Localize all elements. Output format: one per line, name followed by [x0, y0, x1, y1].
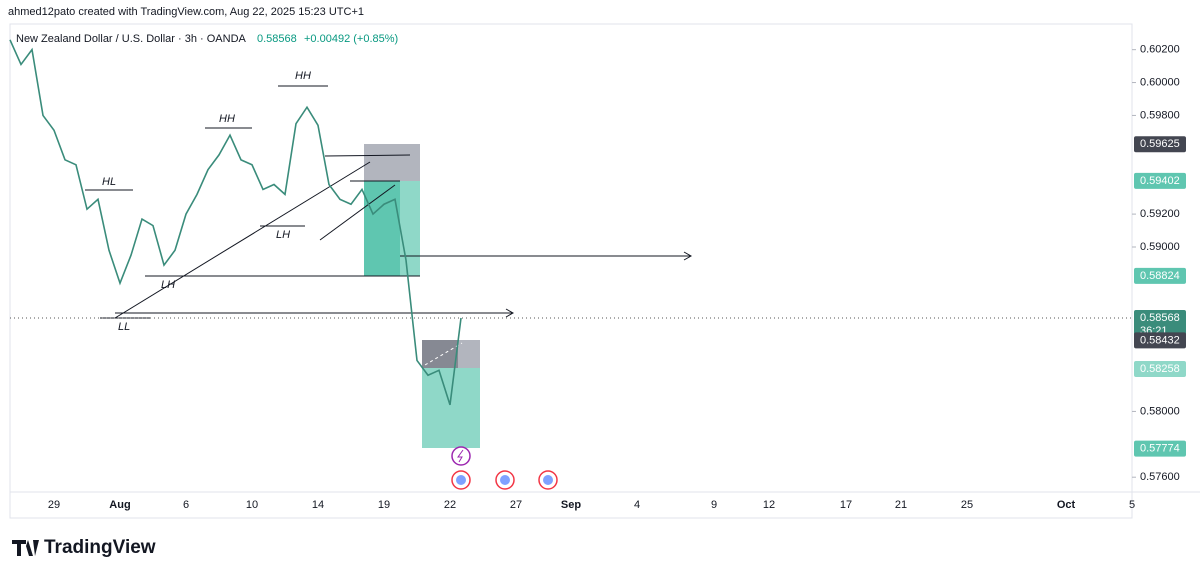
channel-line: [319, 184, 396, 241]
legend-change: +0.00492 (+0.85%): [304, 33, 398, 45]
y-tick-label: 0.60200: [1140, 44, 1180, 56]
price-badge: [1134, 440, 1186, 457]
risk-fill: [422, 340, 458, 368]
x-tick-label: 21: [895, 499, 907, 511]
y-tick-label: 0.59000: [1140, 241, 1180, 253]
price-badge: [1134, 136, 1186, 153]
brand: TradingView: [44, 537, 156, 558]
annotation: HH: [219, 113, 235, 125]
y-tick-label: 0.57600: [1140, 471, 1180, 483]
annotation: LH: [161, 279, 175, 291]
price-badge: [1134, 332, 1186, 349]
x-tick-label: Aug: [109, 499, 130, 511]
x-tick-label: 6: [183, 499, 189, 511]
arrow-head: [505, 308, 515, 318]
price-badge-label: 0.58258: [1140, 363, 1180, 375]
event-flags: [451, 470, 558, 490]
flag: [456, 475, 466, 485]
symbol-title: New Zealand Dollar / U.S. Dollar · 3h · …: [16, 33, 247, 45]
level-line: [324, 154, 411, 157]
price-badge-label: 0.57774: [1140, 442, 1180, 454]
flag: [500, 475, 510, 485]
y-tick-label: 0.60000: [1140, 76, 1180, 88]
x-tick-label: 27: [510, 499, 522, 511]
x-tick-label: Sep: [561, 499, 581, 511]
x-tick-label: 29: [48, 499, 60, 511]
price-badge: [1134, 267, 1186, 284]
event-icon[interactable]: [451, 446, 471, 466]
legend-price: 0.58568: [257, 33, 297, 45]
x-tick-label: 17: [840, 499, 852, 511]
risk-zone: [364, 144, 420, 181]
annotation: LL: [118, 321, 130, 333]
x-tick-label: 10: [246, 499, 258, 511]
trend-line: [114, 161, 371, 319]
plot-frame: [9, 23, 1133, 519]
y-tick-label: 0.59200: [1140, 208, 1180, 220]
x-tick-label: 25: [961, 499, 973, 511]
credit: ahmed12pato created with TradingView.com…: [8, 6, 364, 18]
x-tick-label: 4: [634, 499, 640, 511]
price-badge: [1134, 310, 1186, 339]
price-badge-label: 0.58432: [1140, 334, 1180, 346]
event-bolt: [457, 449, 464, 463]
annotation: HL: [102, 176, 116, 188]
price-badge-label: 0.58824: [1140, 270, 1180, 282]
x-tick-label: 5: [1129, 499, 1135, 511]
annotation: LH: [276, 229, 290, 241]
arrow-head: [683, 251, 693, 261]
price-badge: [1134, 172, 1186, 189]
price-badge-label: 0.59402: [1140, 175, 1180, 187]
price-badge-label: 0.58568: [1140, 312, 1180, 324]
axes: 0.60200 0.60000 0.59800 0.59200 0.59000 0.580…: [48, 44, 1180, 511]
x-tick-label: 12: [763, 499, 775, 511]
price-badge-label: 0.59625: [1140, 138, 1180, 150]
x-tick-label: 14: [312, 499, 324, 511]
y-tick-label: 0.59800: [1140, 109, 1180, 121]
logo-mark: [12, 540, 39, 556]
y-tick-label: 0.58000: [1140, 405, 1180, 417]
path-line: [424, 342, 463, 366]
x-tick-label: 9: [711, 499, 717, 511]
reward-zone: [422, 368, 480, 448]
flag: [543, 475, 553, 485]
price-line: [9, 39, 462, 406]
x-tick-label: 19: [378, 499, 390, 511]
x-tick-label: 22: [444, 499, 456, 511]
price-badge: [1134, 361, 1186, 378]
x-tick-label: Oct: [1057, 499, 1076, 511]
reward-fill: [364, 181, 400, 276]
annotation: HH: [295, 70, 311, 82]
drawings: [85, 85, 693, 319]
